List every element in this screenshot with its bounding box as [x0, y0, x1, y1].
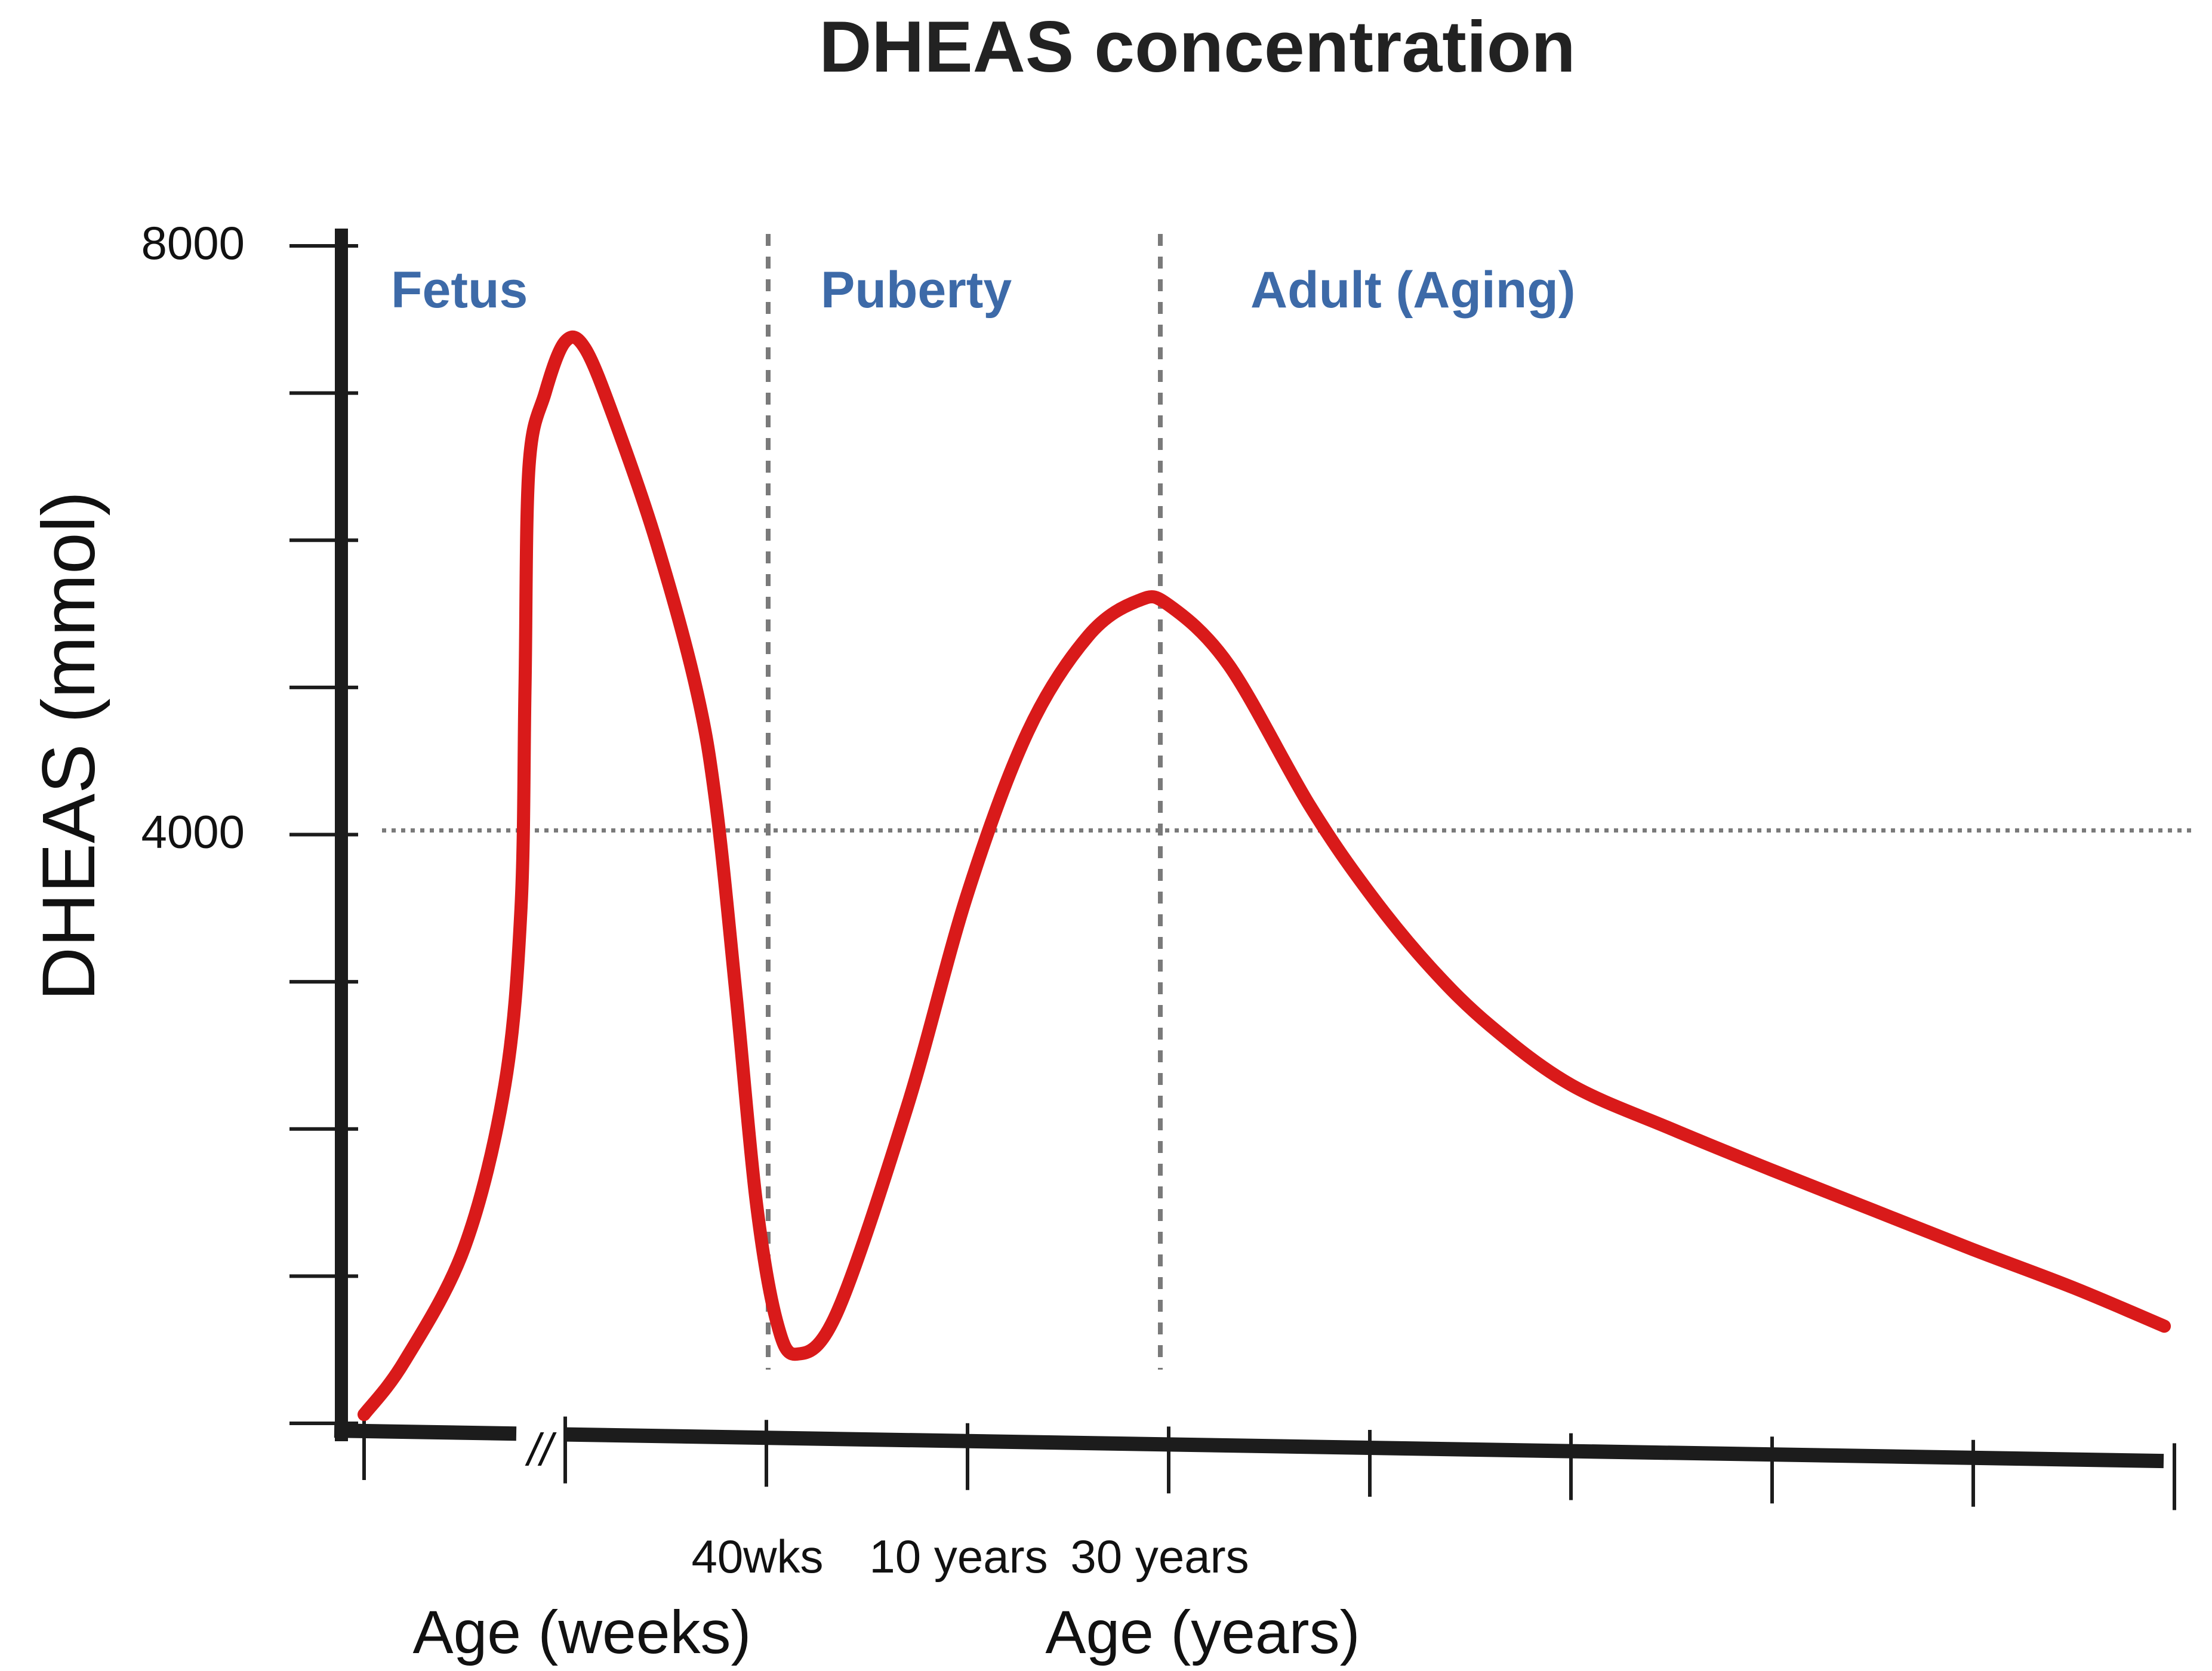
x-axis-segment-label: Age (weeks): [413, 1598, 751, 1666]
y-tick-label: 4000: [141, 806, 245, 858]
x-axis-segment-weeks: [334, 1423, 517, 1441]
y-axis-label: DHEAS (mmol): [27, 491, 110, 1001]
x-tick-label: 40wks: [691, 1530, 823, 1583]
x-tick-label: 30 years: [1070, 1530, 1249, 1583]
phase-label: Fetus: [391, 261, 528, 319]
x-tick-label: 10 years: [869, 1530, 1048, 1583]
y-tick-label: 8000: [141, 217, 245, 269]
x-axis-segment-years: [565, 1427, 2164, 1469]
phase-label: Adult (Aging): [1250, 261, 1575, 319]
phase-label: Puberty: [821, 261, 1012, 319]
axis-break-symbol: //: [525, 1425, 557, 1475]
x-axis-segment-label: Age (years): [1045, 1598, 1360, 1666]
dheas-curve: [358, 330, 2171, 1422]
chart-title: DHEAS concentration: [819, 6, 1576, 87]
